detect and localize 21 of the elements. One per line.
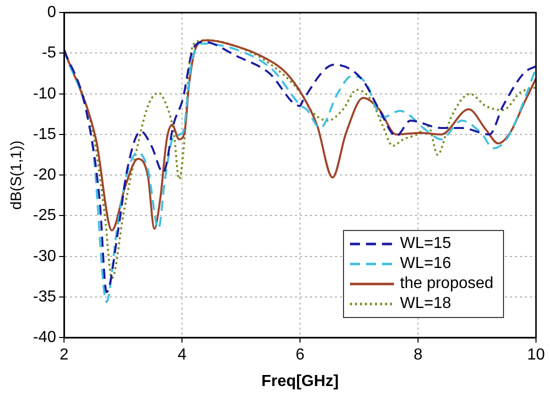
- y-axis-title: dB(S(1,1)): [8, 140, 26, 210]
- x-tick-label: 4: [178, 346, 187, 364]
- y-tick-label: -20: [33, 166, 56, 184]
- y-tick-label: -5: [42, 44, 56, 62]
- legend-label: the proposed: [400, 274, 494, 294]
- y-tick-label: -40: [33, 329, 56, 346]
- x-tick-label: 8: [414, 346, 423, 364]
- legend-label: WL=18: [400, 294, 452, 314]
- x-axis-title: Freq[GHz]: [261, 372, 339, 390]
- y-tick-label: 0: [47, 4, 56, 22]
- y-tick-label: -10: [33, 85, 56, 102]
- line-series: [64, 39, 536, 232]
- legend-label: WL=15: [400, 234, 452, 254]
- x-tick-label: 10: [527, 346, 545, 364]
- y-tick-label: -25: [33, 207, 56, 224]
- x-tick-label: 2: [60, 346, 69, 364]
- legend-label: WL=16: [400, 254, 452, 274]
- y-tick-label: -35: [33, 288, 56, 306]
- y-tick-label: -15: [33, 126, 56, 143]
- x-tick-label: 6: [296, 346, 305, 364]
- y-tick-label: -30: [33, 248, 56, 265]
